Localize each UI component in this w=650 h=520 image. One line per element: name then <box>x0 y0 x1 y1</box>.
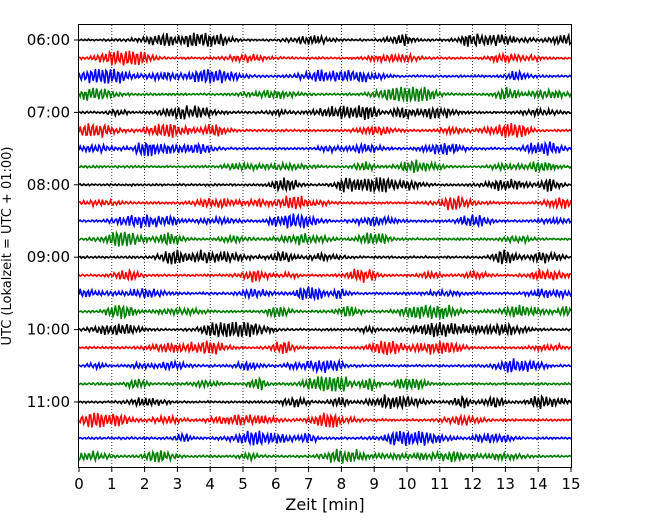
y-axis-ticks: 06:00 07:00 08:00 09:00 10:00 11:00 <box>27 31 79 411</box>
trace-0745 <box>78 159 572 174</box>
y-tick-label: 09:00 <box>27 248 70 266</box>
x-tick-label: 9 <box>369 475 379 493</box>
trace-1030 <box>78 358 572 375</box>
x-tick-label: 10 <box>397 475 416 493</box>
x-tick-label: 15 <box>561 475 580 493</box>
trace-1100 <box>78 393 572 411</box>
trace-0900 <box>78 249 572 265</box>
trace-1115 <box>78 412 572 428</box>
trace-0800 <box>78 176 572 195</box>
y-tick-label: 07:00 <box>27 103 70 121</box>
x-tick-label: 0 <box>74 475 84 493</box>
x-tick-label: 5 <box>238 475 248 493</box>
x-tick-label: 11 <box>430 475 449 493</box>
y-tick-label: 06:00 <box>27 31 70 49</box>
x-tick-label: 6 <box>271 475 281 493</box>
x-axis-title: Zeit [min] <box>285 495 364 514</box>
trace-1000 <box>78 321 572 338</box>
x-tick-label: 14 <box>529 475 548 493</box>
trace-0700 <box>78 105 572 121</box>
trace-1045 <box>78 375 572 392</box>
x-tick-label: 2 <box>140 475 150 493</box>
x-tick-label: 1 <box>107 475 117 493</box>
y-tick-label: 11:00 <box>27 393 70 411</box>
x-tick-label: 7 <box>304 475 314 493</box>
trace-0830 <box>78 212 572 229</box>
x-tick-label: 3 <box>173 475 183 493</box>
x-tick-label: 13 <box>496 475 515 493</box>
x-tick-label: 4 <box>205 475 215 493</box>
x-axis-ticks: 0 1 2 3 4 5 6 7 8 9 10 11 12 13 14 15 <box>74 467 581 493</box>
trace-0945 <box>78 304 572 320</box>
x-tick-label: 8 <box>337 475 347 493</box>
seismogram-traces <box>78 32 572 464</box>
trace-0600 <box>78 32 572 48</box>
y-axis-title: UTC (Lokalzeit = UTC + 01:00) <box>0 147 15 346</box>
trace-0630 <box>78 68 572 85</box>
plot-frame <box>78 24 572 468</box>
trace-0615 <box>78 49 572 66</box>
trace-1015 <box>78 340 572 356</box>
trace-0815 <box>79 195 572 211</box>
trace-0715 <box>78 122 572 139</box>
trace-0645 <box>78 86 572 104</box>
y-tick-label: 08:00 <box>27 176 70 194</box>
trace-0845 <box>78 229 572 247</box>
y-tick-label: 10:00 <box>27 321 70 339</box>
trace-0730 <box>78 140 572 157</box>
trace-0915 <box>78 267 572 284</box>
trace-1130 <box>78 430 572 447</box>
trace-1145 <box>78 448 572 464</box>
trace-0930 <box>78 286 572 302</box>
x-tick-label: 12 <box>463 475 482 493</box>
